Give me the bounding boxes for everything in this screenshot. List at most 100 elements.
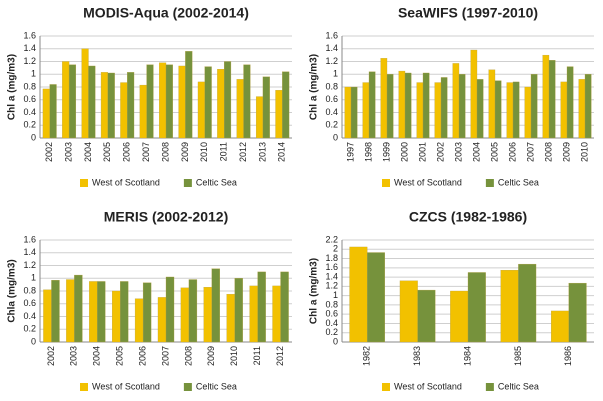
- bar: [157, 297, 167, 343]
- y-tick-label: 1.6: [325, 262, 338, 272]
- bar: [100, 72, 108, 139]
- bar: [380, 58, 388, 139]
- x-tick-label: 1984: [462, 346, 472, 366]
- legend-label: Celtic Sea: [196, 177, 237, 187]
- bar: [178, 65, 186, 139]
- legend-swatch: [382, 383, 390, 391]
- legend-swatch: [485, 383, 494, 391]
- x-tick-label: 2010: [199, 142, 209, 162]
- bar: [434, 82, 442, 139]
- bar: [62, 61, 70, 139]
- x-tick-label: 2004: [92, 346, 102, 366]
- bar: [452, 63, 460, 139]
- y-tick-label: 1.8: [325, 253, 338, 263]
- y-tick-label: 2: [333, 244, 338, 254]
- bar: [368, 71, 376, 139]
- legend-swatch: [80, 179, 88, 187]
- y-tick-label: 1.2: [23, 56, 36, 66]
- x-tick-label: 2008: [160, 142, 170, 162]
- legend-label: West of Scotland: [394, 381, 462, 391]
- x-tick-label: 2011: [219, 142, 229, 161]
- bar: [107, 72, 115, 139]
- bar: [524, 86, 532, 139]
- y-tick-label: 0: [333, 336, 338, 346]
- bar: [280, 271, 289, 343]
- bar: [236, 79, 244, 139]
- legend-label: West of Scotland: [92, 381, 160, 391]
- bar: [165, 64, 173, 139]
- x-tick-label: 2005: [115, 346, 125, 366]
- bar: [422, 72, 430, 139]
- x-tick-label: 2002: [44, 142, 54, 162]
- bar: [584, 74, 592, 139]
- x-tick-label: 2002: [435, 142, 445, 162]
- y-tick-label: 1.4: [23, 247, 36, 257]
- bar: [476, 79, 484, 139]
- x-tick-label: 2014: [277, 142, 287, 162]
- x-tick-label: 2004: [471, 142, 481, 162]
- y-tick-label: 0.4: [23, 107, 36, 117]
- legend-label: West of Scotland: [92, 177, 160, 187]
- x-tick-label: 2003: [63, 142, 73, 162]
- legend-swatch: [183, 383, 192, 391]
- x-tick-label: 2003: [453, 142, 463, 162]
- x-tick-label: 2002: [46, 346, 56, 366]
- legend-swatch: [382, 179, 390, 187]
- y-tick-label: 1.6: [325, 30, 338, 40]
- bar: [243, 64, 251, 139]
- bar: [249, 285, 258, 343]
- x-tick-label: 1998: [363, 142, 373, 162]
- chart-title: CZCS (1982-1986): [409, 209, 527, 225]
- bar: [349, 246, 368, 343]
- x-tick-label: 2009: [561, 142, 571, 162]
- y-tick-label: 0.8: [23, 81, 36, 91]
- bar: [68, 64, 77, 139]
- x-tick-label: 2007: [141, 142, 151, 162]
- bar: [404, 72, 412, 139]
- x-tick-label: 1982: [362, 346, 372, 366]
- bar: [417, 289, 436, 343]
- x-tick-label: 2008: [183, 346, 193, 366]
- y-tick-label: 1.6: [23, 30, 36, 40]
- bar: [139, 84, 147, 139]
- bar: [518, 263, 537, 343]
- x-tick-label: 2007: [525, 142, 535, 162]
- bar: [398, 70, 406, 139]
- bar: [146, 64, 154, 139]
- chart-title: SeaWIFS (1997-2010): [398, 5, 538, 21]
- bar: [458, 74, 466, 139]
- bar: [211, 268, 220, 343]
- y-tick-label: 0.8: [23, 285, 36, 295]
- y-tick-label: 1: [31, 273, 36, 283]
- legend-swatch: [183, 179, 192, 187]
- y-axis-label: Chla (mg/m3): [7, 259, 18, 322]
- y-tick-label: 0: [31, 336, 36, 346]
- x-tick-label: 2011: [252, 346, 262, 365]
- bar: [51, 280, 60, 343]
- x-tick-label: 2004: [83, 142, 93, 162]
- bar: [97, 281, 106, 343]
- x-tick-label: 2003: [69, 346, 79, 366]
- bar: [506, 82, 514, 139]
- x-tick-label: 1986: [563, 346, 573, 366]
- x-tick-label: 2013: [257, 142, 267, 162]
- y-axis-label: Chl a (mg/m3): [309, 258, 320, 324]
- x-tick-label: 2008: [543, 142, 553, 162]
- y-tick-label: 0.6: [23, 298, 36, 308]
- x-tick-label: 2010: [229, 346, 239, 366]
- chart-title: MODIS-Aqua (2002-2014): [83, 5, 249, 21]
- bar: [188, 279, 198, 343]
- bar: [386, 74, 394, 139]
- legend-swatch: [485, 179, 494, 187]
- legend-label: West of Scotland: [394, 177, 462, 187]
- y-tick-label: 1: [333, 69, 338, 79]
- x-tick-label: 2009: [180, 142, 190, 162]
- x-tick-label: 1997: [345, 142, 355, 162]
- y-tick-label: 1: [31, 69, 36, 79]
- y-tick-label: 1: [333, 290, 338, 300]
- bar: [566, 66, 574, 139]
- bar: [530, 74, 538, 139]
- x-tick-label: 2006: [122, 142, 132, 162]
- bar: [262, 76, 270, 139]
- y-tick-label: 0.2: [325, 120, 338, 130]
